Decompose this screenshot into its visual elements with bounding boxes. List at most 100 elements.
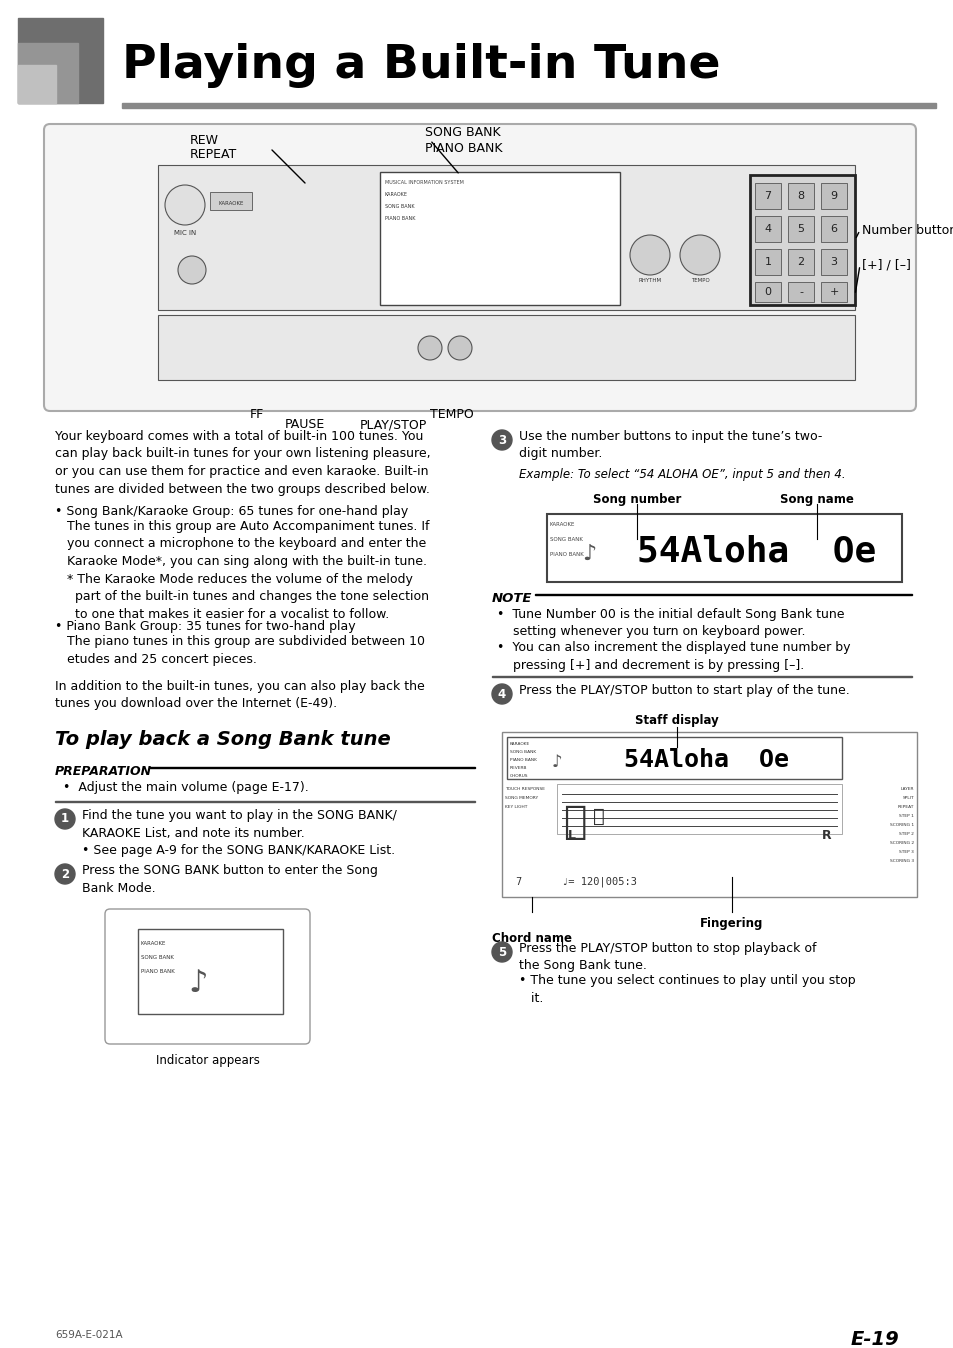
Text: -: - [799, 287, 802, 297]
Text: FF: FF [250, 408, 264, 422]
Text: •  Tune Number 00 is the initial default Song Bank tune
    setting whenever you: • Tune Number 00 is the initial default … [497, 608, 843, 639]
Circle shape [492, 683, 512, 704]
Text: PIANO BANK: PIANO BANK [141, 969, 174, 975]
Text: •  Adjust the main volume (page E-17).: • Adjust the main volume (page E-17). [63, 780, 309, 794]
Circle shape [55, 809, 75, 829]
Text: PIANO BANK: PIANO BANK [424, 142, 502, 155]
Text: 6: 6 [830, 224, 837, 235]
Bar [787, 249, 813, 275]
Bar [546, 514, 901, 582]
Text: TEMPO: TEMPO [690, 278, 709, 283]
Circle shape [492, 430, 512, 450]
Bar [754, 216, 781, 243]
Text: 54Aloha  Oe: 54Aloha Oe [624, 748, 789, 772]
Bar [55, 801, 475, 802]
Text: NOTE: NOTE [492, 592, 532, 605]
Bar [210, 191, 252, 210]
Text: 4: 4 [763, 224, 771, 235]
Text: • Song Bank/Karaoke Group: 65 tunes for one-hand play: • Song Bank/Karaoke Group: 65 tunes for … [55, 506, 408, 518]
Text: Press the PLAY/STOP button to start play of the tune.: Press the PLAY/STOP button to start play… [518, 683, 849, 697]
FancyBboxPatch shape [105, 909, 310, 1043]
Circle shape [55, 864, 75, 884]
Text: KARAOKE: KARAOKE [550, 522, 575, 527]
Text: ♪: ♪ [581, 545, 596, 563]
Circle shape [178, 256, 206, 284]
Bar [821, 183, 846, 209]
Text: Press the PLAY/STOP button to stop playback of
the Song Bank tune.: Press the PLAY/STOP button to stop playb… [518, 942, 816, 972]
Text: REPEAT: REPEAT [897, 805, 913, 809]
Text: •  You can also increment the displayed tune number by
    pressing [+] and decr: • You can also increment the displayed t… [497, 642, 850, 671]
Text: Song name: Song name [780, 493, 853, 506]
Text: Use the number buttons to input the tune’s two-
digit number.: Use the number buttons to input the tune… [518, 430, 821, 461]
Text: E-19: E-19 [849, 1330, 898, 1348]
Text: STEP 3: STEP 3 [898, 851, 913, 855]
Text: PIANO BANK: PIANO BANK [385, 216, 416, 221]
Bar [749, 175, 854, 305]
Text: 7: 7 [515, 878, 520, 887]
Bar [535, 593, 911, 594]
Text: SCORING 3: SCORING 3 [889, 859, 913, 863]
Text: 𝄢: 𝄢 [593, 806, 604, 825]
Bar [506, 737, 841, 779]
Circle shape [417, 336, 441, 360]
Text: SONG BANK: SONG BANK [385, 204, 415, 209]
Circle shape [679, 235, 720, 275]
Text: Fingering: Fingering [700, 917, 763, 930]
Text: 9: 9 [829, 191, 837, 201]
Text: The piano tunes in this group are subdivided between 10
   etudes and 25 concert: The piano tunes in this group are subdiv… [55, 635, 424, 666]
Text: RHYTHM: RHYTHM [638, 278, 660, 283]
Text: SONG MEMORY: SONG MEMORY [504, 797, 537, 799]
Circle shape [448, 336, 472, 360]
Text: • Piano Bank Group: 35 tunes for two-hand play: • Piano Bank Group: 35 tunes for two-han… [55, 620, 355, 634]
Text: 3: 3 [830, 257, 837, 267]
Text: STEP 2: STEP 2 [898, 832, 913, 836]
Bar [821, 249, 846, 275]
Text: 5: 5 [497, 945, 506, 958]
Bar [754, 249, 781, 275]
Bar [821, 282, 846, 302]
Text: Number buttons: Number buttons [862, 224, 953, 236]
Text: PLAY/STOP: PLAY/STOP [359, 418, 427, 431]
Bar [379, 173, 619, 305]
Text: R: R [821, 829, 831, 842]
Bar [492, 675, 911, 677]
Bar [501, 732, 916, 896]
Bar [138, 929, 283, 1014]
Bar [787, 216, 813, 243]
Text: 659A-E-021A: 659A-E-021A [55, 1330, 123, 1340]
Text: • The tune you select continues to play until you stop
   it.: • The tune you select continues to play … [518, 975, 855, 1004]
Text: PREPARATION: PREPARATION [55, 766, 152, 778]
Text: 2: 2 [61, 868, 69, 880]
Text: Staff display: Staff display [635, 714, 719, 727]
Text: 1: 1 [763, 257, 771, 267]
Text: 7: 7 [763, 191, 771, 201]
Text: Song number: Song number [592, 493, 680, 506]
Text: Find the tune you want to play in the SONG BANK/
KARAOKE List, and note its numb: Find the tune you want to play in the SO… [82, 809, 396, 857]
Circle shape [165, 185, 205, 225]
Text: SONG BANK: SONG BANK [510, 749, 536, 754]
FancyBboxPatch shape [44, 124, 915, 411]
Bar [150, 767, 475, 768]
Text: MIC IN: MIC IN [173, 231, 196, 236]
Text: Example: To select “54 ALOHA OE”, input 5 and then 4.: Example: To select “54 ALOHA OE”, input … [518, 468, 844, 481]
Circle shape [629, 235, 669, 275]
Text: 5: 5 [797, 224, 803, 235]
Text: ♩= 120|005:3: ♩= 120|005:3 [561, 876, 637, 887]
Bar [18, 18, 103, 102]
Text: STEP 1: STEP 1 [898, 814, 913, 818]
Text: CHORUS: CHORUS [510, 774, 528, 778]
Text: Your keyboard comes with a total of built-in 100 tunes. You
can play back built-: Your keyboard comes with a total of buil… [55, 430, 430, 496]
Text: 4: 4 [497, 687, 506, 701]
Bar [787, 282, 813, 302]
Text: LAYER: LAYER [900, 787, 913, 791]
Text: ♪: ♪ [188, 969, 208, 999]
Text: [+] / [–]: [+] / [–] [862, 259, 910, 271]
Text: REW: REW [190, 133, 219, 147]
Text: +: + [828, 287, 838, 297]
Text: 2: 2 [797, 257, 803, 267]
Bar [158, 164, 854, 310]
Text: KARAOKE: KARAOKE [385, 191, 408, 197]
Text: KEY LIGHT: KEY LIGHT [504, 805, 527, 809]
Bar [557, 785, 841, 834]
Text: Press the SONG BANK button to enter the Song
Bank Mode.: Press the SONG BANK button to enter the … [82, 864, 377, 895]
